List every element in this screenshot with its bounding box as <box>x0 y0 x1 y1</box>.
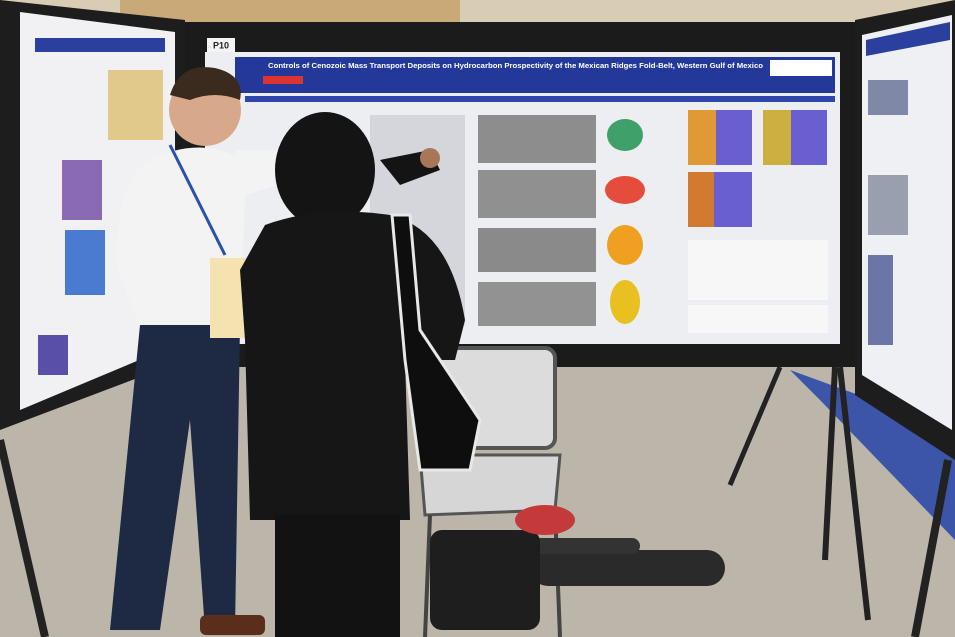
right-figure <box>868 80 908 115</box>
chair-leg <box>423 514 432 637</box>
left-map <box>65 230 105 295</box>
seismic-panel <box>478 282 596 326</box>
red-item <box>515 505 575 535</box>
poster-title: Controls of Cenozoic Mass Transport Depo… <box>268 61 763 70</box>
left-board-leg <box>0 439 49 637</box>
right-figure <box>868 255 893 345</box>
man-hair <box>170 67 241 100</box>
right-poster-banner <box>866 22 950 56</box>
map-panel-land <box>688 110 716 165</box>
board-leg <box>727 366 783 486</box>
plot-panel <box>688 240 828 300</box>
lanyard <box>168 144 227 256</box>
man-trousers <box>110 325 240 630</box>
woman-hand <box>420 148 440 168</box>
poster-badge <box>263 76 303 84</box>
poster-banner <box>235 57 835 93</box>
poster-tube <box>530 550 725 586</box>
right-figure <box>868 175 908 235</box>
man-shirt <box>115 147 295 330</box>
tote-bag <box>430 530 540 630</box>
left-poster-banner <box>35 38 165 52</box>
poster-logo <box>770 60 832 76</box>
seismic-panel <box>478 115 596 163</box>
map-panel-land <box>763 110 791 165</box>
left-map <box>62 160 102 220</box>
map-panel-land <box>688 172 714 227</box>
seismic-panel <box>478 170 596 218</box>
map-blob <box>607 225 643 265</box>
map-blob <box>607 119 643 151</box>
board-leg <box>822 366 838 561</box>
man-shoe <box>200 615 265 635</box>
seismic-panel <box>478 228 596 272</box>
map-blob <box>605 176 645 204</box>
board-number: P10 <box>213 40 229 50</box>
board-number-tag <box>207 38 235 54</box>
shoulder-bag <box>390 213 482 472</box>
woman-trousers <box>275 515 400 637</box>
poster-subbanner <box>245 96 835 102</box>
board-leg <box>837 366 871 621</box>
right-board-leg <box>911 459 952 637</box>
left-map <box>108 70 163 140</box>
map-blob <box>610 280 640 324</box>
left-map <box>38 335 68 375</box>
woman-hair <box>275 112 375 228</box>
bar-panel <box>688 305 828 333</box>
poster-tube <box>520 538 640 554</box>
